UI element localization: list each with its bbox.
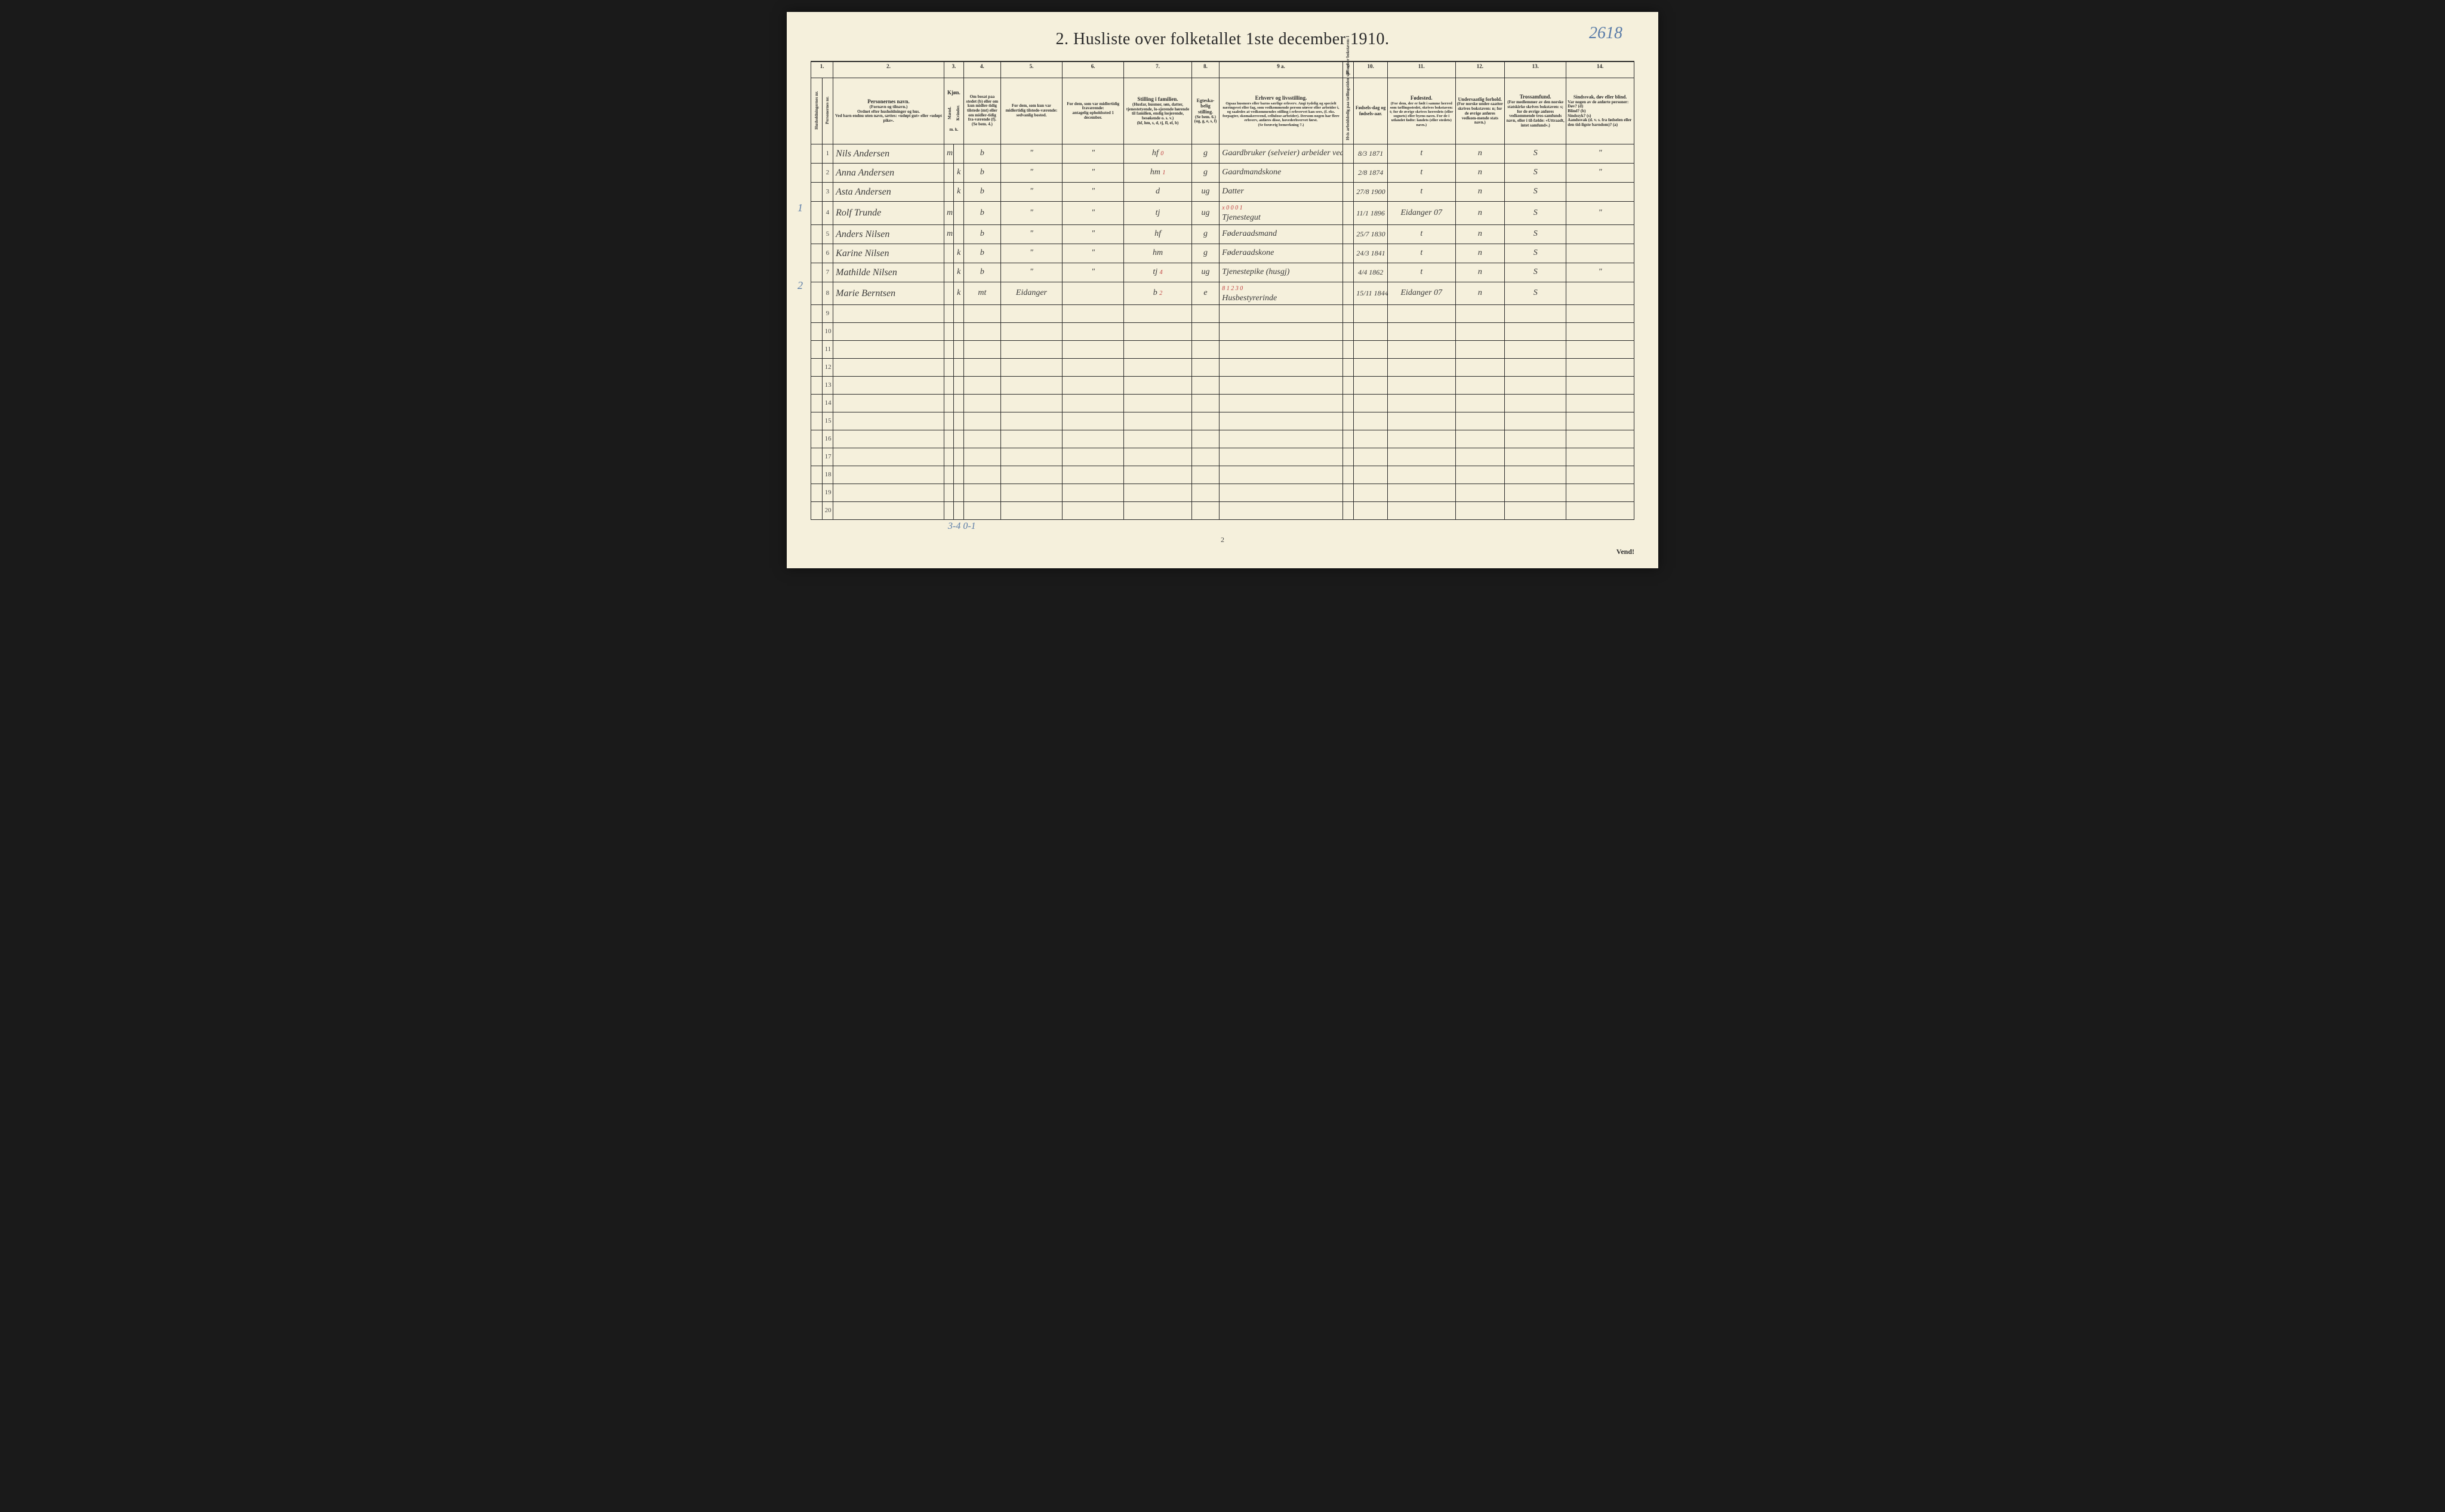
table-row: 19 xyxy=(811,484,1634,502)
census-table: 1.2.3.4.5.6.7.8.9 a.9 b.10.11.12.13.14. … xyxy=(811,61,1634,520)
table-row: 13 xyxy=(811,377,1634,395)
margin-annotation-1: 1 xyxy=(797,202,803,214)
header-col3: Kjøn. Mænd. Kvinder. m. k. xyxy=(944,78,963,144)
col-number-4: 4. xyxy=(963,61,1000,78)
header-col14: Sindssvak, døv eller blind. Var nogen av… xyxy=(1566,78,1634,144)
col-number-1: 1. xyxy=(811,61,833,78)
table-row: 17 xyxy=(811,448,1634,466)
header-col12: Undersaatlig forhold. (For norske under-… xyxy=(1455,78,1505,144)
header-col2: Personernes navn. (Fornavn og tilnavn.) … xyxy=(833,78,944,144)
table-row: 11 xyxy=(811,341,1634,359)
table-row: 3Asta Andersenkb""dugDatter27/8 1900tnS xyxy=(811,183,1634,202)
header-col10: Fødsels-dag og fødsels-aar. xyxy=(1354,78,1388,144)
header-col1a: Husholdningernes nr. xyxy=(811,78,823,144)
header-col4: Om bosat paa stedet (b) eller om kun mid… xyxy=(963,78,1000,144)
col-number-2: 2. xyxy=(833,61,944,78)
table-row: 2Anna Andersenkb""hm 1gGaardmandskone2/8… xyxy=(811,164,1634,183)
table-row: 10 xyxy=(811,323,1634,341)
column-number-row: 1.2.3.4.5.6.7.8.9 a.9 b.10.11.12.13.14. xyxy=(811,61,1634,78)
col-number-5: 5. xyxy=(1000,61,1062,78)
page-number-handwritten: 2618 xyxy=(1589,24,1622,43)
col-number-3: 3. xyxy=(944,61,963,78)
col-number-15: 14. xyxy=(1566,61,1634,78)
table-row: 9 xyxy=(811,305,1634,323)
census-page: 2618 2. Husliste over folketallet 1ste d… xyxy=(787,12,1658,568)
footer-page-number: 2 xyxy=(811,535,1634,544)
header-col9b: Hvis arbeidsledig paa tællingstiden sætt… xyxy=(1342,78,1354,144)
header-col5: For dem, som kun var midlertidig tilsted… xyxy=(1000,78,1062,144)
table-row: 5Anders Nilsenmb""hfgFøderaadsmand25/7 1… xyxy=(811,224,1634,244)
col-number-9: 9 a. xyxy=(1220,61,1342,78)
table-row: 1Nils Andersenmb""hf 0gGaardbruker (selv… xyxy=(811,144,1634,164)
header-row: Husholdningernes nr. Personernes nr. Per… xyxy=(811,78,1634,144)
col-number-13: 12. xyxy=(1455,61,1505,78)
col-number-8: 8. xyxy=(1191,61,1219,78)
table-row: 18 xyxy=(811,466,1634,484)
table-row: 20 xyxy=(811,502,1634,520)
bottom-pencil-annotation: 3-4 0-1 xyxy=(811,521,1634,532)
header-col7: Stilling i familien. (Husfar, husmor, sø… xyxy=(1124,78,1192,144)
col-number-11: 10. xyxy=(1354,61,1388,78)
header-col11: Fødested. (For dem, der er født i samme … xyxy=(1388,78,1456,144)
table-row: 15 xyxy=(811,412,1634,430)
col-number-12: 11. xyxy=(1388,61,1456,78)
col-number-7: 7. xyxy=(1124,61,1192,78)
table-row: 12 xyxy=(811,359,1634,377)
header-col8: Egteska-belig stilling. (Se bem. 6.) (ug… xyxy=(1191,78,1219,144)
header-col1b: Personernes nr. xyxy=(822,78,833,144)
table-row: 8Marie BerntsenkmtEidangerb 2e8 1 2 3 0H… xyxy=(811,282,1634,305)
header-col9a: Erhverv og livsstilling. Ogsaa husmors e… xyxy=(1220,78,1342,144)
margin-annotation-2: 2 xyxy=(797,279,803,292)
table-row: 6Karine Nilsenkb""hmgFøderaadskone24/3 1… xyxy=(811,244,1634,263)
col-number-14: 13. xyxy=(1505,61,1566,78)
table-row: 16 xyxy=(811,430,1634,448)
header-col13: Trossamfund. (For medlemmer av den norsk… xyxy=(1505,78,1566,144)
header-col6: For dem, som var midlertidig fraværende:… xyxy=(1063,78,1124,144)
page-title: 2. Husliste over folketallet 1ste decemb… xyxy=(811,30,1634,49)
col-number-6: 6. xyxy=(1063,61,1124,78)
table-row: 4Rolf Trundemb""tjugx 0 0 0 1Tjenestegut… xyxy=(811,202,1634,225)
vend-label: Vend! xyxy=(1616,547,1634,556)
table-row: 7Mathilde Nilsenkb""tj 4ugTjenestepike (… xyxy=(811,263,1634,282)
table-row: 14 xyxy=(811,395,1634,412)
